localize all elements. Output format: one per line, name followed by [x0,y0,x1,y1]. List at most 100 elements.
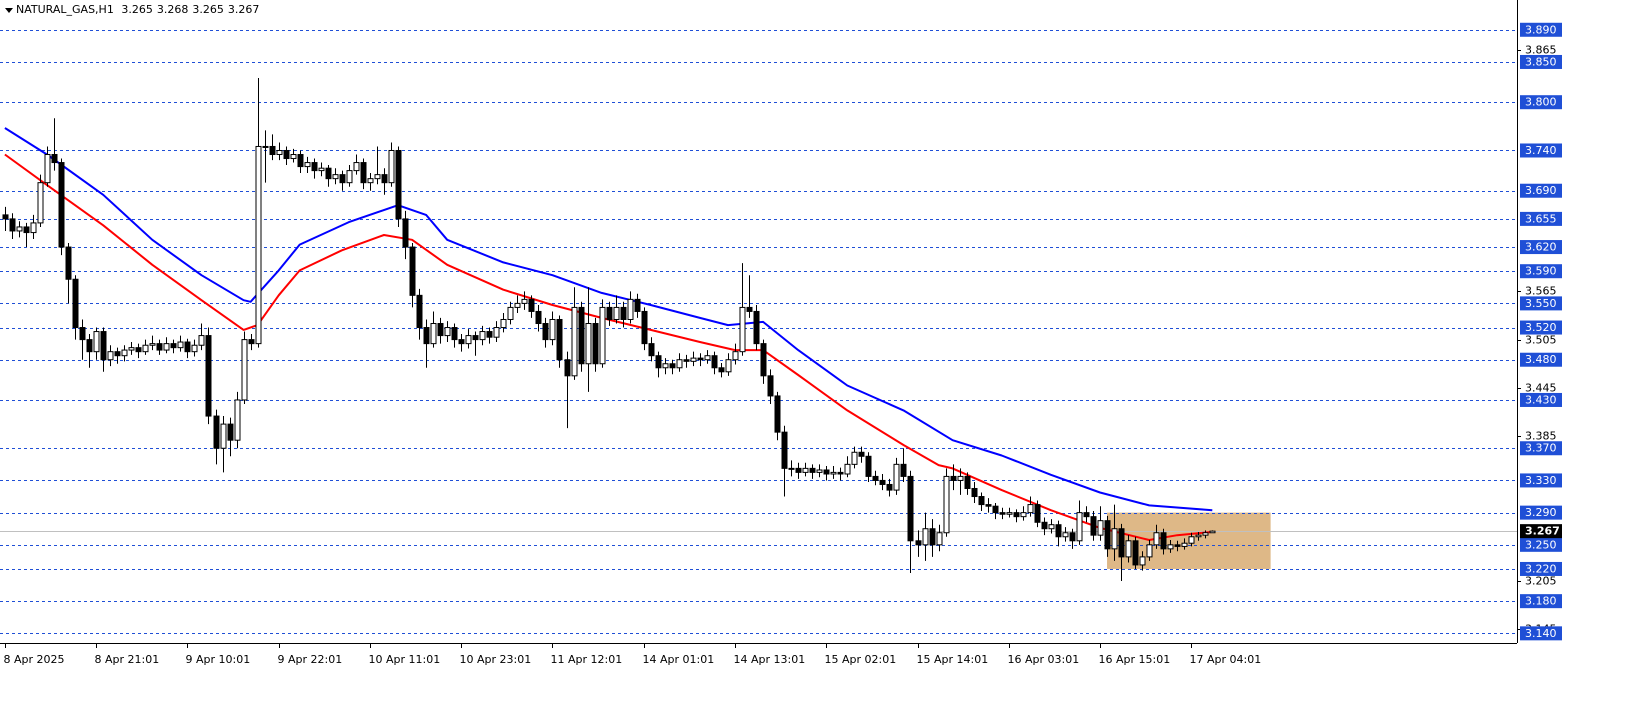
candle-body [156,343,163,351]
candle-body [367,178,374,184]
candle-body [346,170,353,184]
candle-body [760,343,767,377]
candle-body [1027,504,1034,514]
candle-body [297,154,304,168]
level-label: 3.290 [1525,506,1557,519]
level-label: 3.590 [1525,265,1557,278]
candle-body [72,278,79,329]
candle-body [276,149,283,156]
candle-body [142,344,149,353]
candle-body [957,475,964,481]
candle-body [318,167,325,172]
candle-body [395,149,402,220]
candle-body [44,154,51,184]
candle-body [227,423,234,441]
candle-body [683,359,690,362]
candle-body [556,318,563,361]
candle-body [564,359,571,377]
candle-body [500,318,507,329]
candle-body [198,335,205,346]
candle-body [613,306,620,320]
candle-body [458,339,465,345]
candle-body [585,323,592,365]
candle-body [1202,532,1209,536]
level-label: 3.180 [1525,595,1557,608]
candle-body [739,306,746,353]
candle-body [922,528,929,546]
candle-body [641,310,648,345]
candle-body [725,359,732,373]
candle-body [746,306,753,312]
candle-body [1055,524,1062,538]
x-tick-label: 16 Apr 15:01 [1099,653,1171,666]
candle-body [851,451,858,465]
level-label-box [1520,537,1562,552]
candle-body [1139,556,1146,566]
level-label: 3.220 [1525,562,1557,575]
candle-body [1118,528,1125,558]
close-price: 3.267 [227,3,260,16]
candle-body [423,327,430,345]
x-tick-label: 9 Apr 10:01 [186,653,251,666]
candle-body [528,298,535,312]
candle-body [697,357,704,361]
candle-body [886,483,893,491]
candle-body [1076,512,1083,542]
candle-body [1146,544,1153,558]
candle-body [669,363,676,369]
candle-body [311,162,318,172]
candle-body [929,528,936,546]
y-tick-label: 3.205 [1525,575,1557,588]
symbol-header: NATURAL_GAS,H1 3.265 3.268 3.265 3.267 [16,3,263,16]
menu-arrow[interactable] [5,8,13,13]
level-label-box [1520,594,1562,609]
candle-body [809,467,816,473]
candle-body [823,469,830,475]
moving-average [4,127,1213,512]
symbol: NATURAL_GAS,H1 [16,3,114,16]
candle-body [121,349,128,357]
candle-body [872,475,879,481]
candle-body [332,174,339,180]
candle-body [191,344,198,353]
candle-body [86,339,93,353]
candle-body [844,463,851,475]
candle-body [100,331,107,361]
candle-body [907,475,914,542]
candle-body [900,463,907,477]
candle-body [620,306,627,320]
candle-body [634,298,641,312]
candle-body [241,339,248,401]
candle-body [865,455,872,477]
candle-body [774,395,781,433]
level-label-box [1520,441,1562,456]
y-tick-label: 3.505 [1525,334,1557,347]
candle-body [325,167,332,180]
level-label: 3.330 [1525,474,1557,487]
candle-body [1160,532,1167,550]
level-label-box [1520,561,1562,576]
candle-body [1041,521,1048,530]
candle-body [599,306,606,365]
candle-body [578,306,585,365]
candle-body [163,343,170,351]
candle-body [1188,536,1195,544]
candle-body [978,496,985,506]
candle-body [1111,528,1118,550]
candle-body [950,475,957,481]
candle-body [964,475,971,489]
candle-body [93,331,100,353]
candle-body [30,222,37,234]
candle-body [360,162,367,184]
candle-body [135,347,142,353]
candle-body [795,467,802,473]
x-tick-label: 8 Apr 2025 [4,653,65,666]
candle-body [767,375,774,397]
candle-body [339,174,346,184]
candle-body [1048,524,1055,530]
level-label-box [1520,95,1562,110]
candle-body [535,310,542,325]
candle-body [65,246,72,280]
candle-body [1125,540,1132,558]
